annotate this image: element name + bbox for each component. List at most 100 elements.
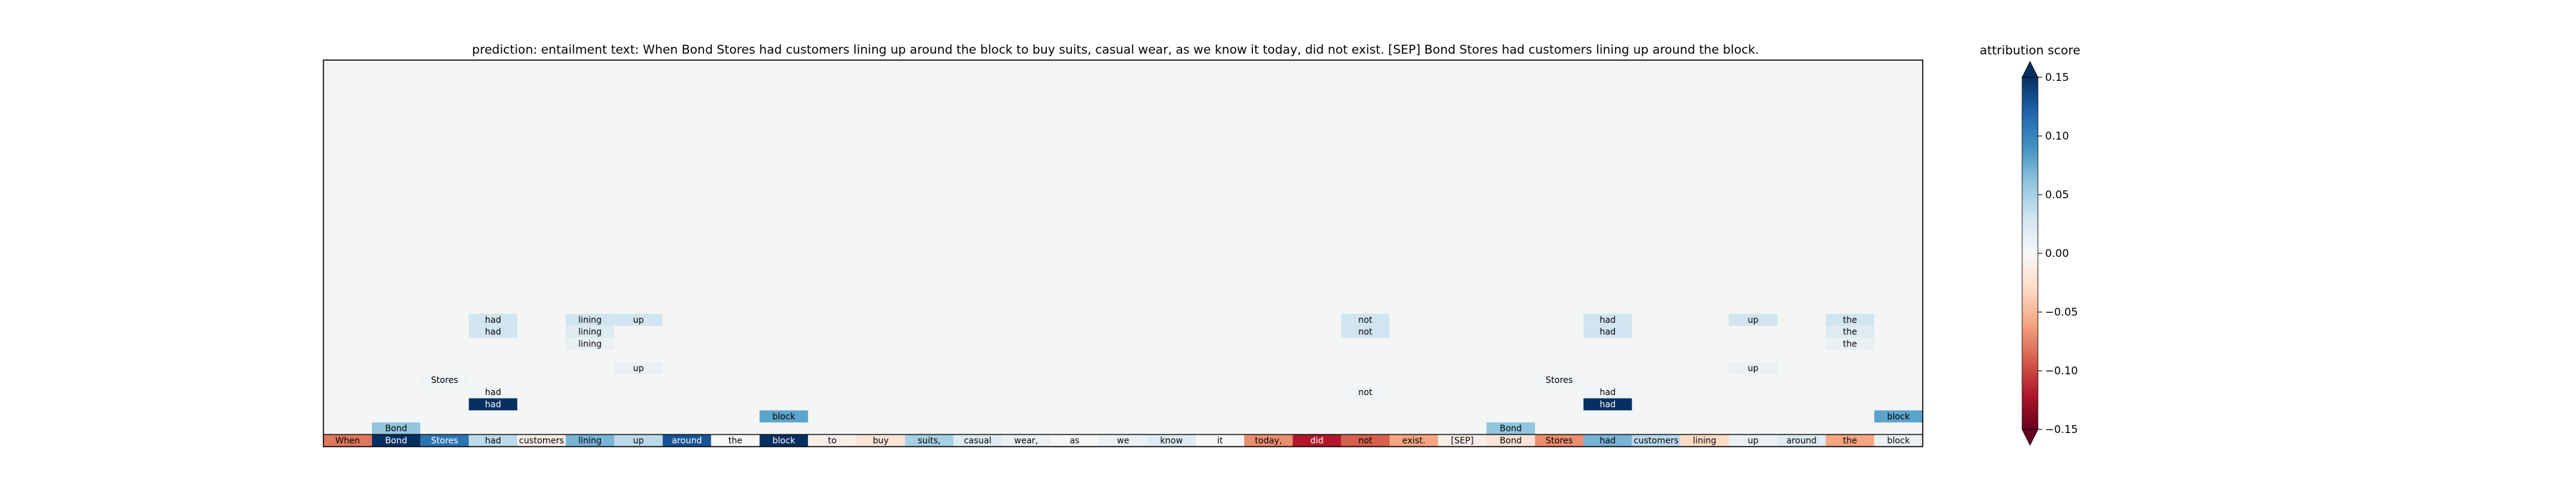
token-cell	[759, 434, 809, 447]
token-cell	[953, 434, 1002, 447]
attribution-cell-label: block	[1887, 412, 1910, 422]
token-cell	[614, 434, 663, 447]
token-label: lining	[578, 436, 602, 446]
attribution-cell-label: had	[485, 315, 502, 325]
attribution-cell	[759, 410, 809, 423]
token-cell	[711, 434, 760, 447]
token-cell	[323, 434, 372, 447]
token-cell	[1390, 434, 1438, 447]
attribution-cell	[1341, 326, 1390, 339]
token-cell	[904, 434, 954, 447]
token-cell	[371, 434, 421, 447]
attribution-cell	[469, 326, 517, 339]
token-cell	[1050, 434, 1099, 447]
token-cell	[1729, 434, 1777, 447]
token-cell	[1438, 434, 1487, 447]
token-label: had	[1599, 436, 1616, 446]
attribution-cell-label: not	[1358, 327, 1372, 337]
token-label: did	[1310, 436, 1324, 446]
attribution-cell-label: lining	[578, 339, 602, 349]
colorbar-extend-max	[2021, 61, 2039, 78]
attribution-cell-label: had	[1599, 399, 1616, 409]
token-cell	[1292, 434, 1342, 447]
attribution-cell	[1583, 313, 1632, 326]
attribution-cell	[565, 326, 615, 339]
attribution-cell	[1535, 374, 1584, 386]
token-label: Stores	[1546, 436, 1573, 446]
token-cell	[1002, 434, 1050, 447]
attribution-cell	[565, 338, 615, 350]
attribution-cell	[565, 313, 615, 326]
token-cell	[469, 434, 517, 447]
token-label: as	[1070, 436, 1080, 446]
attribution-cell	[469, 386, 517, 399]
token-label: block	[1887, 436, 1910, 446]
attribution-cell	[1486, 422, 1536, 435]
attribution-cell-label: the	[1843, 315, 1858, 325]
attribution-cell	[469, 313, 517, 326]
token-label: Bond	[1500, 436, 1522, 446]
attribution-cell	[371, 422, 421, 435]
token-label: suits,	[918, 436, 941, 446]
token-label: exist.	[1402, 436, 1425, 446]
token-cell	[1631, 434, 1681, 447]
colorbar-tick-label: 0.15	[2045, 71, 2069, 84]
token-cell	[1874, 434, 1923, 447]
attribution-cell-label: had	[485, 387, 502, 397]
attribution-cell-label: had	[485, 399, 502, 409]
colorbar-tick-label: 0.00	[2045, 247, 2069, 260]
token-label: casual	[964, 436, 992, 446]
token-row: When Bond Stores had customers lining up around…	[323, 434, 1923, 447]
token-label: block	[772, 436, 795, 446]
attribution-cell	[1583, 398, 1632, 411]
chart-title: prediction: entailment text: When Bond S…	[472, 43, 1760, 57]
token-cell	[1244, 434, 1293, 447]
attribution-cell	[1825, 326, 1875, 339]
token-cell	[1825, 434, 1875, 447]
attribution-cell-label: the	[1843, 327, 1858, 337]
token-label: [SEP]	[1451, 436, 1474, 446]
token-cell	[808, 434, 857, 447]
token-label: When	[336, 436, 360, 446]
token-cell	[1486, 434, 1536, 447]
token-cell	[1196, 434, 1244, 447]
colorbar-tick-label: −0.05	[2045, 306, 2078, 318]
attribution-cell-label: the	[1843, 339, 1858, 349]
token-label: we	[1117, 436, 1129, 446]
attribution-cell	[1341, 386, 1390, 399]
token-cell	[1777, 434, 1826, 447]
token-label: customers	[1634, 436, 1679, 446]
attribution-cell	[1825, 313, 1875, 326]
attribution-cell	[469, 398, 517, 411]
token-label: customers	[519, 436, 564, 446]
heatmap-frame	[323, 59, 1923, 447]
attribution-cell-label: not	[1358, 387, 1372, 397]
attribution-cell-label: up	[1747, 315, 1758, 325]
attribution-cell-label: Stores	[431, 375, 458, 385]
attribution-cell	[1583, 386, 1632, 399]
token-label: today,	[1255, 436, 1282, 446]
attribution-cell-label: up	[633, 363, 644, 373]
attribution-cell-label: Bond	[385, 424, 407, 434]
token-label: it	[1217, 436, 1223, 446]
token-label: the	[1843, 436, 1858, 446]
attribution-cell-label: up	[633, 315, 644, 325]
attribution-cell	[1729, 361, 1777, 374]
attribution-cell	[420, 374, 469, 386]
token-cell	[1098, 434, 1148, 447]
attribution-cell-label: had	[485, 327, 502, 337]
token-label: buy	[873, 436, 889, 446]
token-cell	[1341, 434, 1390, 447]
colorbar-extend-min	[2021, 429, 2039, 446]
token-cell	[663, 434, 711, 447]
token-cell	[1680, 434, 1729, 447]
token-label: around	[672, 436, 702, 446]
attribution-cell-label: Stores	[1546, 375, 1573, 385]
token-cell	[857, 434, 905, 447]
token-label: up	[1747, 436, 1758, 446]
attribution-cell	[614, 361, 663, 374]
token-cell	[1147, 434, 1196, 447]
attribution-cell-label: not	[1358, 315, 1372, 325]
heatmap-background	[323, 60, 1923, 447]
attribution-cells: Bond Stores had had had had lining lining lining…	[371, 313, 1923, 435]
